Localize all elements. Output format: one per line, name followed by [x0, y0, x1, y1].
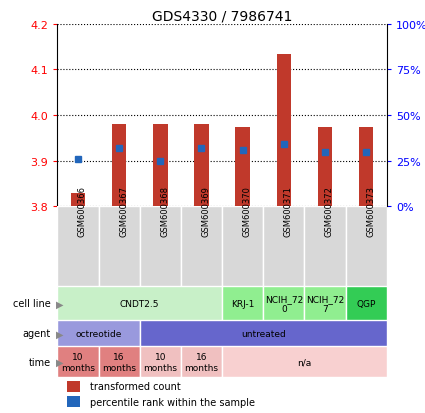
Text: CNDT2.5: CNDT2.5 [120, 299, 159, 308]
Text: QGP: QGP [357, 299, 376, 308]
Text: GSM600372: GSM600372 [325, 185, 334, 236]
Text: untreated: untreated [241, 329, 286, 338]
Bar [263, 207, 304, 287]
Bar [304, 287, 346, 320]
Text: GSM600371: GSM600371 [284, 185, 293, 236]
Bar [346, 287, 387, 320]
Text: NCIH_72
7: NCIH_72 7 [306, 294, 344, 313]
Text: 16
months: 16 months [102, 352, 136, 372]
Bar [263, 287, 304, 320]
Title: GDS4330 / 7986741: GDS4330 / 7986741 [152, 9, 292, 24]
Text: time: time [29, 357, 51, 367]
Bar [99, 207, 140, 287]
Text: KRJ-1: KRJ-1 [231, 299, 254, 308]
Text: 10
months: 10 months [143, 352, 177, 372]
Bar [140, 320, 387, 346]
Bar [153, 125, 167, 207]
Bar [99, 346, 140, 377]
Bar [71, 193, 85, 207]
Text: 16
months: 16 months [184, 352, 218, 372]
Bar [222, 287, 263, 320]
Text: transformed count: transformed count [90, 381, 181, 391]
Bar [57, 287, 222, 320]
Text: GSM600368: GSM600368 [160, 185, 169, 236]
Text: ▶: ▶ [56, 299, 64, 309]
Bar [57, 320, 140, 346]
Bar [277, 55, 291, 207]
Text: GSM600367: GSM600367 [119, 185, 128, 236]
Bar [140, 207, 181, 287]
Text: ▶: ▶ [56, 357, 64, 367]
Bar [67, 396, 80, 407]
Bar [140, 346, 181, 377]
Text: cell line: cell line [13, 299, 51, 309]
Bar [318, 127, 332, 207]
Bar [57, 346, 99, 377]
Bar [346, 207, 387, 287]
Text: octreotide: octreotide [75, 329, 122, 338]
Bar [112, 125, 126, 207]
Text: GSM600373: GSM600373 [366, 185, 375, 236]
Text: GSM600366: GSM600366 [78, 185, 87, 236]
Bar [359, 127, 374, 207]
Bar [181, 346, 222, 377]
Bar [181, 207, 222, 287]
Text: percentile rank within the sample: percentile rank within the sample [90, 396, 255, 407]
Bar [235, 127, 250, 207]
Bar [222, 346, 387, 377]
Bar [194, 125, 209, 207]
Bar [67, 381, 80, 392]
Text: ▶: ▶ [56, 328, 64, 339]
Bar [222, 207, 263, 287]
Text: GSM600369: GSM600369 [201, 185, 210, 236]
Text: NCIH_72
0: NCIH_72 0 [265, 294, 303, 313]
Text: 10
months: 10 months [61, 352, 95, 372]
Text: n/a: n/a [297, 357, 312, 366]
Bar [57, 207, 99, 287]
Text: agent: agent [23, 328, 51, 339]
Bar [304, 207, 346, 287]
Text: GSM600370: GSM600370 [243, 185, 252, 236]
